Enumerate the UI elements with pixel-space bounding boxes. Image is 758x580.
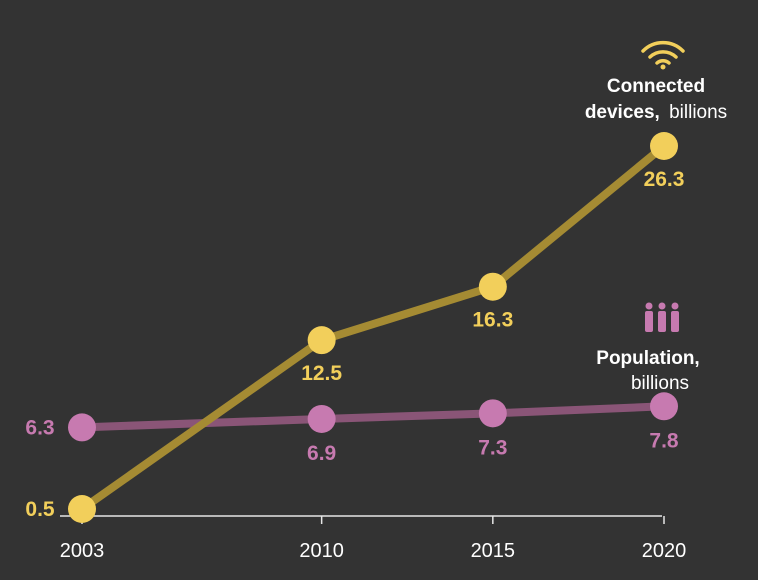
population-data-point [650,392,678,421]
population-value-label: 7.8 [649,429,679,452]
devices-data-point [68,495,96,523]
devices-value-label: 16.3 [472,309,513,332]
people-icon [645,302,679,332]
population-data-point [68,413,96,442]
population-value-label: 6.3 [25,416,54,439]
x-tick-label: 2015 [471,540,516,562]
data-labels: 6.3 6.9 7.3 7.8 0.5 12.5 16.3 26.3 [25,168,684,521]
series-points [68,132,678,523]
series-lines [79,142,667,513]
population-data-point [307,404,336,433]
devices-legend-line2: devices, billions [585,102,727,123]
devices-data-point [307,326,336,355]
wifi-icon [641,40,685,70]
devices-legend-rest: billions [669,102,727,123]
devices-data-point [478,272,507,301]
population-legend-line2: billions [631,373,689,394]
devices-legend-line1: Connected [607,76,705,97]
devices-data-point [650,132,678,160]
x-axis-ticks: 2003 2010 2015 2020 [60,516,687,562]
x-tick-label: 2020 [642,540,687,562]
population-series-line [81,402,665,432]
population-value-label: 7.3 [478,436,507,459]
population-legend-line1: Population, [596,348,699,369]
population-data-point [478,399,507,428]
population-value-label: 6.9 [307,442,336,465]
devices-value-label: 0.5 [25,498,55,521]
x-tick-label: 2010 [299,540,344,562]
devices-legend-bold: devices, [585,102,660,123]
devices-value-label: 12.5 [301,362,342,385]
x-tick-label: 2003 [60,540,105,562]
devices-value-label: 26.3 [644,168,685,191]
devices-series-line [79,142,667,513]
